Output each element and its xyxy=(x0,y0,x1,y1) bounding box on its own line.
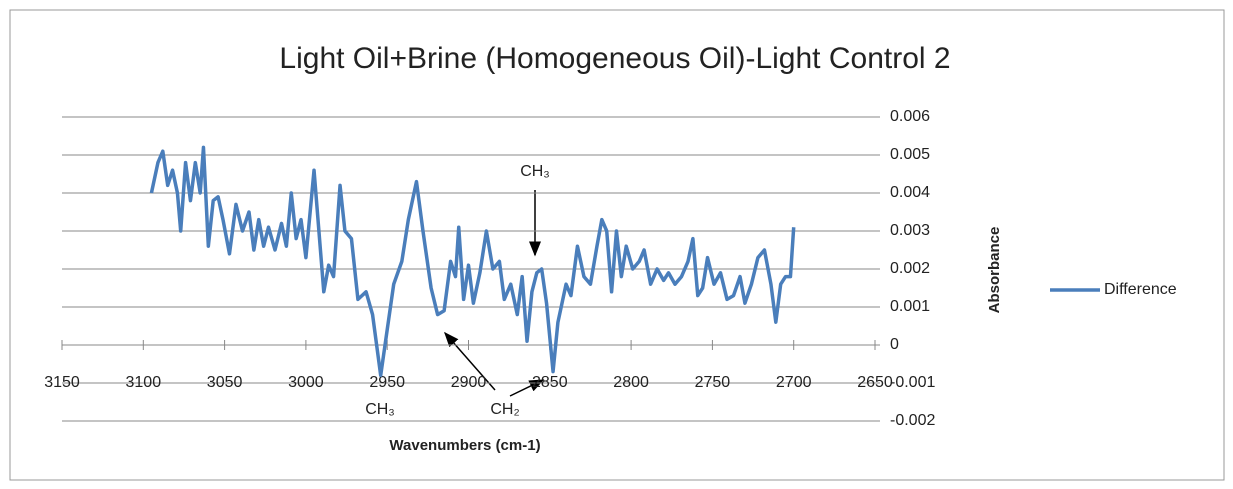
x-tick-label: 2650 xyxy=(857,374,893,391)
y-tick-label: 0.006 xyxy=(890,108,930,125)
x-tick-label: 2700 xyxy=(776,374,812,391)
x-tick-label: 3000 xyxy=(288,374,324,391)
y-tick-label: 0.001 xyxy=(890,298,930,315)
x-tick-label: 3100 xyxy=(126,374,162,391)
x-tick-label: 3150 xyxy=(44,374,80,391)
chart-title: Light Oil+Brine (Homogeneous Oil)-Light … xyxy=(279,42,950,75)
x-tick-label: 2800 xyxy=(613,374,649,391)
y-tick-label: 0.005 xyxy=(890,146,930,163)
x-tick-label: 2950 xyxy=(369,374,405,391)
annotation: CH₃ xyxy=(520,163,550,180)
y-axis-title: Absorbance xyxy=(986,227,1003,314)
x-tick-label: 3050 xyxy=(207,374,243,391)
x-tick-label: 2750 xyxy=(695,374,731,391)
y-tick-label: 0.003 xyxy=(890,222,930,239)
x-tick-label: 2900 xyxy=(451,374,487,391)
annotation: CH₂ xyxy=(490,401,519,418)
y-tick-label: -0.001 xyxy=(890,374,935,391)
annotation: CH₃ xyxy=(365,401,395,418)
y-tick-label: 0.004 xyxy=(890,184,930,201)
y-tick-label: 0 xyxy=(890,336,899,353)
x-axis-title: Wavenumbers (cm-1) xyxy=(389,437,540,454)
y-tick-label: 0.002 xyxy=(890,260,930,277)
series-line xyxy=(149,145,796,378)
arrow xyxy=(444,331,496,391)
legend-label: Difference xyxy=(1104,281,1177,298)
y-tick-label: -0.002 xyxy=(890,412,935,429)
x-tick-label: 2850 xyxy=(532,374,568,391)
